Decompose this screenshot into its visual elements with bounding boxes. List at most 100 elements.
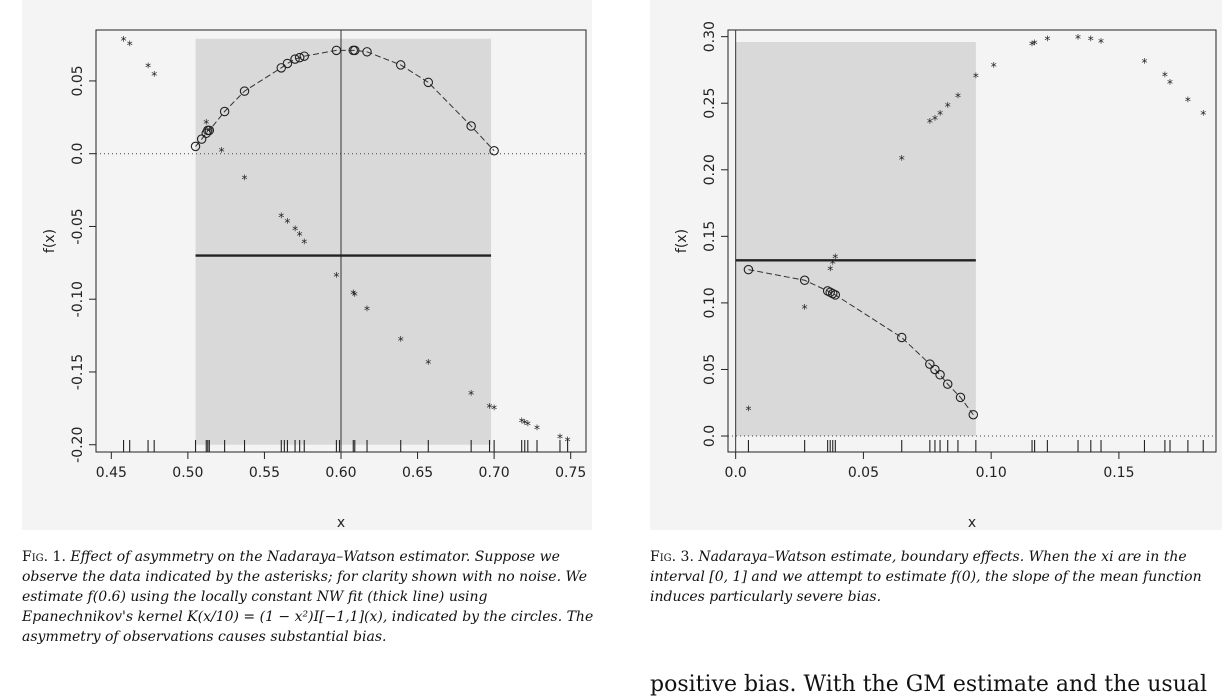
kernel-weight-circle	[930, 364, 940, 375]
data-point-asterisk: *	[121, 34, 127, 48]
kernel-weight-circle	[350, 45, 360, 56]
data-point-asterisk: *	[1088, 33, 1094, 47]
data-point-asterisk: *	[350, 287, 356, 301]
data-point-asterisk: *	[491, 402, 497, 416]
y-tick-label: 0.0	[70, 143, 86, 165]
kernel-weight-circle	[196, 134, 207, 144]
kernel-weight-circle	[362, 47, 372, 57]
kernel-weight-curve	[195, 49, 495, 152]
kernel-weight-circle	[395, 60, 406, 70]
kernel-weight-circle	[942, 379, 953, 389]
data-point-asterisk: *	[284, 216, 290, 230]
data-point-asterisk: *	[827, 264, 833, 278]
figure-1-caption: Fig. 1. Effect of asymmetry on the Nadar…	[22, 547, 597, 647]
y-tick-label: 0.30	[702, 21, 718, 52]
data-point-asterisk: *	[534, 423, 540, 437]
x-tick-label: 0.05	[848, 465, 879, 481]
y-tick-label: -0.05	[70, 208, 86, 244]
data-point-asterisk: *	[468, 388, 474, 402]
data-point-asterisk: *	[1200, 108, 1206, 122]
kernel-weight-circle	[799, 275, 810, 286]
kernel-weight-circle	[968, 409, 979, 420]
y-tick-label: 0.25	[702, 88, 718, 119]
data-point-asterisk: *	[333, 270, 339, 284]
data-point-asterisk: *	[292, 223, 298, 237]
data-point-asterisk: *	[955, 91, 961, 105]
data-point-asterisk: *	[1044, 33, 1050, 47]
kernel-weight-circle	[828, 288, 838, 299]
x-tick-label: 0.55	[249, 465, 280, 481]
data-point-asterisk: *	[525, 418, 531, 432]
x-tick-label: 0.0	[725, 465, 747, 481]
data-point-asterisk: *	[832, 252, 838, 266]
data-point-asterisk: *	[352, 289, 358, 303]
kernel-weight-circle	[204, 125, 215, 136]
data-point-asterisk: *	[425, 357, 431, 371]
data-point-asterisk: *	[1032, 37, 1038, 51]
data-point-asterisk: *	[927, 116, 933, 130]
data-point-asterisk: *	[932, 113, 938, 127]
data-point-asterisk: *	[1162, 69, 1168, 83]
y-tick-label: 0.0	[702, 425, 718, 447]
data-point-asterisk: *	[522, 417, 528, 431]
data-point-asterisk: *	[364, 303, 370, 317]
figure-3-caption-label: Fig. 3.	[650, 549, 694, 565]
figure-3-panel: * * * * * * * * * * * * * * * * * * * * * * * * 0.0 0.05 0.10 0.15 0…	[650, 0, 1222, 530]
data-point-asterisk: *	[745, 403, 751, 417]
kernel-weight-circle	[896, 332, 907, 343]
data-point-asterisk: *	[206, 124, 212, 138]
body-text-fragment: positive bias. With the GM estimate and …	[650, 672, 1208, 697]
kernel-weight-curve	[748, 269, 974, 416]
y-tick-label: 0.05	[702, 354, 718, 385]
figure-3-plot: ******* * ******* * * * ******0.0 0.05 0.10 0.150…	[674, 21, 1217, 530]
plot-frame	[727, 29, 1217, 453]
data-point-asterisk: *	[301, 236, 307, 250]
kernel-weight-circle	[294, 52, 305, 63]
kernel-weight-circle	[331, 45, 342, 56]
y-tick-label: 0.20	[702, 154, 718, 185]
kernel-weight-circle	[743, 264, 754, 275]
data-point-asterisk: *	[557, 431, 563, 445]
kernel-weight-circle	[489, 146, 499, 156]
data-point-asterisk: *	[519, 415, 525, 429]
x-tick-label: 0.70	[479, 465, 510, 481]
y-tick-label: -0.15	[70, 354, 86, 390]
x-axis-label: x	[337, 515, 345, 530]
kernel-weight-circle	[822, 286, 833, 296]
data-point-asterisk: *	[802, 302, 808, 316]
kernel-weight-circle	[190, 141, 201, 152]
data-point-asterisk: *	[991, 60, 997, 74]
y-tick-label: 0.15	[702, 221, 718, 252]
kernel-weight-circle	[925, 359, 935, 369]
y-axis-label: f(x)	[674, 229, 690, 253]
y-axis-label: f(x)	[42, 229, 58, 253]
figure-1-plot: ****************************0.450.500.55…	[42, 29, 587, 530]
data-point-asterisk: *	[219, 145, 225, 159]
data-point-asterisk: *	[1029, 39, 1035, 53]
data-point-asterisk: *	[127, 39, 133, 53]
figure-3-caption: Fig. 3. Nadaraya–Watson estimate, bounda…	[650, 547, 1222, 607]
kernel-weight-circle	[239, 86, 250, 96]
kernel-weight-circle	[955, 392, 966, 403]
data-point-asterisk: *	[297, 229, 303, 243]
x-tick-label: 0.50	[172, 465, 203, 481]
data-point-asterisk: *	[1075, 32, 1081, 46]
kernel-weight-circle	[299, 51, 309, 61]
data-point-asterisk: *	[899, 153, 905, 167]
kernel-weight-circle	[219, 106, 230, 117]
kernel-weight-circle	[290, 54, 300, 64]
data-point-asterisk: *	[203, 117, 209, 131]
figure-1-caption-label: Fig. 1.	[22, 549, 66, 565]
y-tick-label: -0.20	[70, 427, 86, 463]
data-point-asterisk: *	[1167, 77, 1173, 91]
y-tick-label: 0.10	[702, 287, 718, 318]
figure-3-caption-text: Nadaraya–Watson estimate, boundary effec…	[650, 549, 1202, 605]
kernel-weight-circle	[935, 370, 945, 380]
x-tick-label: 0.10	[976, 465, 1007, 481]
data-point-asterisk: *	[242, 172, 248, 186]
kernel-weight-circle	[466, 121, 476, 131]
data-point-asterisk: *	[278, 210, 284, 224]
x-tick-label: 0.15	[1103, 465, 1134, 481]
kernel-weight-circle	[830, 290, 841, 300]
x-tick-label: 0.65	[402, 465, 433, 481]
